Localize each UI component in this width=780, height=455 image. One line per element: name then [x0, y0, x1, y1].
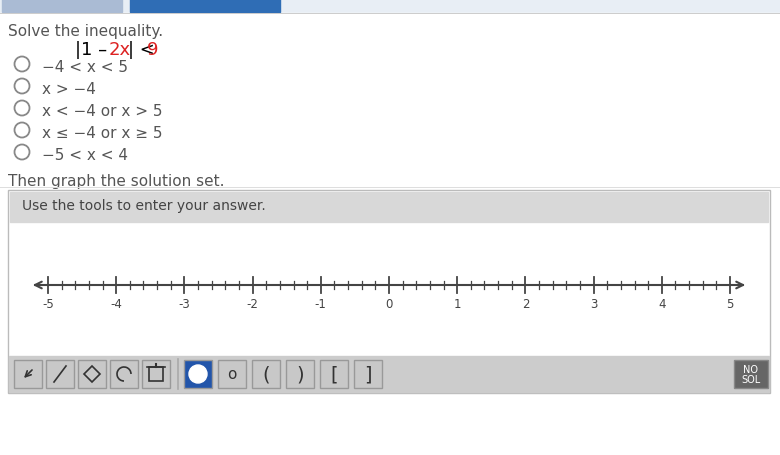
Text: -1: -1 — [315, 298, 327, 310]
FancyBboxPatch shape — [46, 360, 74, 388]
Text: ]: ] — [364, 365, 372, 384]
FancyBboxPatch shape — [286, 360, 314, 388]
Text: 3: 3 — [590, 298, 597, 310]
FancyBboxPatch shape — [142, 360, 170, 388]
Text: -4: -4 — [110, 298, 122, 310]
Text: 0: 0 — [385, 298, 392, 310]
Bar — [8, 191, 770, 393]
Text: 2x: 2x — [109, 41, 131, 59]
Text: Use the tools to enter your answer.: Use the tools to enter your answer. — [22, 198, 266, 212]
FancyBboxPatch shape — [14, 360, 42, 388]
Text: 2: 2 — [522, 298, 529, 310]
Bar — [10, 224, 768, 356]
FancyBboxPatch shape — [184, 360, 212, 388]
Text: -5: -5 — [42, 298, 54, 310]
Bar — [0, 0, 780, 13]
FancyBboxPatch shape — [320, 360, 348, 388]
Text: -2: -2 — [246, 298, 258, 310]
Text: x < −4 or x > 5: x < −4 or x > 5 — [42, 104, 162, 119]
FancyBboxPatch shape — [252, 360, 280, 388]
Text: o: o — [227, 367, 236, 382]
Text: [: [ — [330, 365, 338, 384]
Text: 9: 9 — [147, 41, 158, 59]
Bar — [9, 356, 769, 392]
Circle shape — [189, 365, 207, 383]
Bar — [2, 0, 122, 13]
Bar — [130, 0, 280, 13]
FancyBboxPatch shape — [354, 360, 382, 388]
Text: Solve the inequality.: Solve the inequality. — [8, 24, 163, 39]
Text: −4 < x < 5: −4 < x < 5 — [42, 60, 128, 75]
Text: 1: 1 — [453, 298, 461, 310]
Bar — [10, 192, 768, 222]
Text: -3: -3 — [179, 298, 190, 310]
Text: 5: 5 — [726, 298, 734, 310]
Text: x > −4: x > −4 — [42, 82, 96, 97]
Bar — [149, 367, 163, 381]
Text: NO: NO — [743, 364, 758, 374]
Text: |1 –: |1 – — [75, 41, 113, 59]
FancyBboxPatch shape — [110, 360, 138, 388]
Text: ): ) — [296, 365, 304, 384]
FancyBboxPatch shape — [78, 360, 106, 388]
Text: x ≤ −4 or x ≥ 5: x ≤ −4 or x ≥ 5 — [42, 126, 162, 141]
FancyBboxPatch shape — [734, 360, 768, 388]
Text: (: ( — [262, 365, 270, 384]
Text: 4: 4 — [658, 298, 665, 310]
Text: | <: | < — [128, 41, 161, 59]
Text: SOL: SOL — [741, 374, 760, 384]
FancyBboxPatch shape — [218, 360, 246, 388]
Text: Then graph the solution set.: Then graph the solution set. — [8, 174, 225, 188]
Text: −5 < x < 4: −5 < x < 4 — [42, 148, 128, 162]
